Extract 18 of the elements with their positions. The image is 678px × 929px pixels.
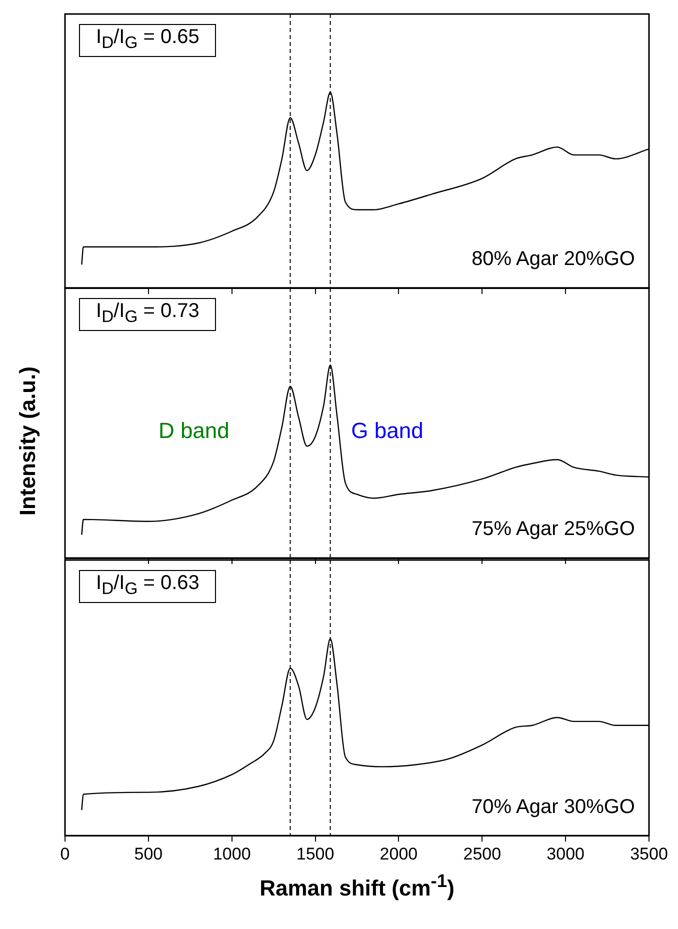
- annotation: 80% Agar 20%GO: [472, 248, 635, 271]
- x-axis-title: Raman shift (cm$^{-1}$): [258, 870, 456, 902]
- annotation: 70% Agar 30%GO: [472, 796, 635, 819]
- text: I$_{D}$/I$_{G}$ = 0.73: [79, 298, 216, 331]
- x-tick-label: 500: [134, 844, 163, 864]
- text: I$_{D}$/I$_{G}$ = 0.65: [79, 24, 216, 57]
- x-tick-label: 3500: [630, 844, 668, 864]
- x-tick-label: 0: [60, 844, 70, 864]
- x-tick-label: 2500: [463, 844, 502, 864]
- y-axis-title: Intensity (a.u.): [15, 366, 41, 516]
- x-tick-label: 1000: [212, 844, 251, 864]
- x-tick-label: 1500: [296, 844, 334, 864]
- annotation: 75% Agar 25%GO: [472, 518, 635, 541]
- x-tick-label: 2000: [380, 844, 418, 864]
- annotation: D band: [158, 418, 230, 444]
- annotation: G band: [351, 418, 424, 444]
- x-tick-label: 3000: [546, 844, 584, 864]
- text: I$_{D}$/I$_{G}$ = 0.63: [79, 570, 216, 603]
